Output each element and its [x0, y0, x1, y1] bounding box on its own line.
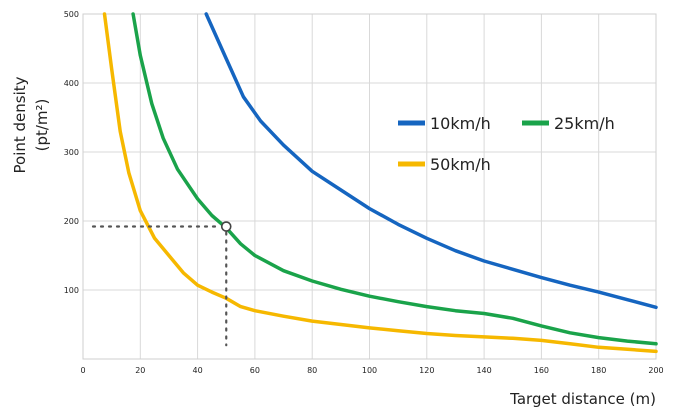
y-tick-label: 200: [64, 217, 79, 226]
legend-label: 50km/h: [430, 155, 491, 174]
y-tick-label: 400: [64, 79, 79, 88]
series-line-25km/h: [131, 12, 658, 346]
y-axis-title-line2: (pt/m²): [33, 99, 51, 152]
x-tick-label: 140: [476, 366, 491, 375]
plot-frame: [82, 13, 657, 360]
y-tick-label: 100: [64, 286, 79, 295]
x-tick-label: 200: [648, 366, 663, 375]
series-lines: [102, 12, 658, 354]
x-tick-label: 160: [534, 366, 549, 375]
x-tick-label: 60: [250, 366, 260, 375]
y-axis-title-line1: Point density: [11, 76, 29, 173]
x-tick-label: 120: [419, 366, 434, 375]
legend-label: 10km/h: [430, 114, 491, 133]
legend: 10km/h 25km/h 50km/h: [398, 114, 615, 174]
annotation-point: [220, 221, 232, 232]
y-tick-label: 300: [64, 148, 79, 157]
grid: [83, 14, 656, 359]
legend-label: 25km/h: [554, 114, 615, 133]
x-tick-label: 0: [80, 366, 85, 375]
x-axis-title: Target distance (m): [509, 390, 656, 408]
series-line-10km/h: [204, 12, 658, 310]
x-tick-label: 100: [362, 366, 377, 375]
tick-labels: 0 20 40 60 80 100 120 140 160 180 200 100 200 300 400 5…: [64, 10, 664, 375]
x-tick-label: 180: [591, 366, 606, 375]
x-tick-label: 80: [307, 366, 317, 375]
x-tick-label: 20: [135, 366, 145, 375]
y-tick-label: 500: [64, 10, 79, 19]
annotation: [91, 221, 232, 347]
series-line-50km/h: [102, 12, 658, 354]
x-tick-label: 40: [193, 366, 203, 375]
